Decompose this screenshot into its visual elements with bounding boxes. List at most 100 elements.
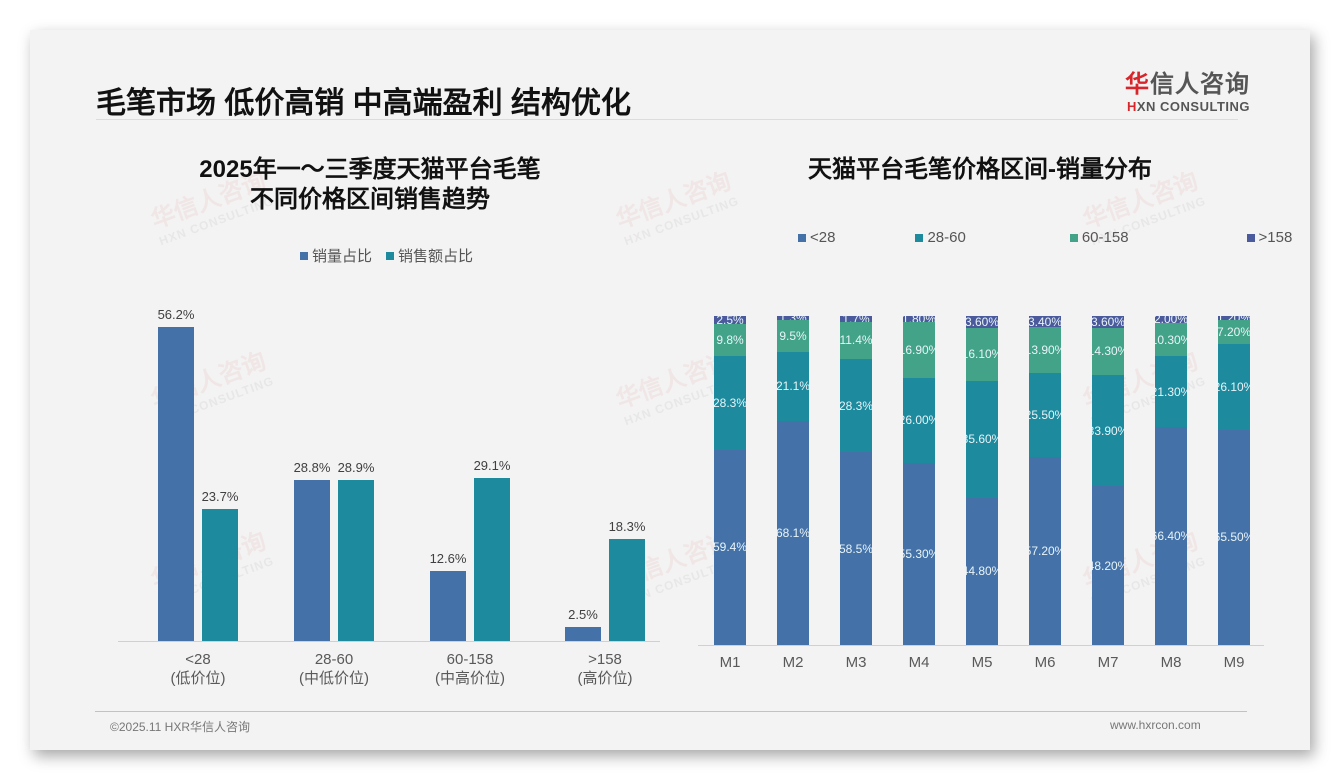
- data-label: 18.3%: [608, 518, 646, 534]
- data-label: 33.90%: [1092, 423, 1124, 438]
- data-label: 57.20%: [1029, 543, 1061, 558]
- category-label: M1: [719, 654, 741, 671]
- bar-segment: 3.60%: [1092, 316, 1124, 328]
- stacked-bar: 59.4% 28.3% 9.8% 2.5%: [714, 316, 746, 645]
- data-label: 48.20%: [1092, 558, 1124, 573]
- title-divider: [96, 119, 1238, 120]
- bar-segment: 48.20%: [1092, 486, 1124, 645]
- data-label: 14.30%: [1092, 344, 1124, 359]
- bar-segment: 65.50%: [1218, 429, 1250, 645]
- bar-segment: 16.90%: [903, 321, 935, 378]
- data-label: 21.30%: [1155, 384, 1187, 399]
- category-label: M8: [1160, 654, 1182, 671]
- data-label: 68.1%: [777, 525, 809, 540]
- stacked-bar: 48.20% 33.90% 14.30% 3.60%: [1092, 316, 1124, 645]
- bar-segment: 2.00%: [1155, 316, 1187, 323]
- category-label: M5: [971, 654, 993, 671]
- bar-segment: 11.4%: [840, 321, 872, 360]
- data-label: 3.40%: [1029, 316, 1061, 328]
- bar-segment: 44.80%: [966, 497, 998, 645]
- data-label: 3.60%: [966, 316, 998, 328]
- logo-cn-text: 信人咨询: [1150, 71, 1250, 98]
- right-chart-title: 天猫平台毛笔价格区间-销量分布: [808, 156, 1152, 183]
- bar-segment: 58.5%: [840, 452, 872, 645]
- bar-segment: 33.90%: [1092, 374, 1124, 487]
- bar-segment: 55.30%: [903, 463, 935, 645]
- data-label: 1.20%: [1218, 316, 1250, 320]
- data-label: 21.1%: [777, 379, 809, 394]
- data-label: 16.10%: [966, 347, 998, 362]
- bar: [338, 479, 374, 641]
- data-label: 2.00%: [1155, 316, 1187, 323]
- data-label: 26.00%: [903, 413, 935, 428]
- data-label: 9.8%: [716, 333, 744, 348]
- bar-segment: 35.60%: [966, 380, 998, 498]
- bar: [202, 508, 238, 641]
- category-label: <28 (低价位): [170, 651, 226, 687]
- data-label: 23.7%: [201, 488, 239, 504]
- legend-item: 28-60: [915, 229, 966, 246]
- stacked-bar: 58.5% 28.3% 11.4% 1.7%: [840, 316, 872, 645]
- data-label: 25.50%: [1029, 407, 1061, 422]
- right-chart-plot: 59.4% 28.3% 9.8% 2.5% 68.1% 21.1% 9.5% 1.3% 58.5…: [698, 316, 1264, 646]
- slide: 毛笔市场 低价高销 中高端盈利 结构优化 华信人咨询 HXN CONSULTIN…: [30, 30, 1310, 750]
- data-label: 1.80%: [903, 316, 935, 322]
- stacked-bar: 68.1% 21.1% 9.5% 1.3%: [777, 316, 809, 645]
- data-label: 2.5%: [568, 607, 598, 623]
- data-label: 9.5%: [779, 328, 807, 343]
- data-label: 1.7%: [842, 316, 869, 322]
- bar-segment: 59.4%: [714, 449, 746, 645]
- stacked-bar: 65.50% 26.10% 7.20% 1.20%: [1218, 316, 1250, 645]
- logo-cn-accent: 华: [1125, 71, 1150, 98]
- data-label: 28.9%: [337, 459, 375, 475]
- data-label: 13.90%: [1029, 343, 1061, 358]
- legend-item-sales-amount: 销售额占比: [386, 245, 473, 266]
- right-chart-legend: <28 28-60 60-158 >158: [798, 229, 1292, 246]
- bar: [430, 570, 466, 641]
- bar: [609, 538, 645, 641]
- bar-segment: 1.80%: [903, 316, 935, 322]
- category-label: >158 (高价位): [577, 651, 633, 687]
- bar: [474, 478, 510, 641]
- left-chart-title: 2025年一～三季度天猫平台毛笔 不同价格区间销售趋势: [199, 156, 541, 213]
- stacked-bar: 55.30% 26.00% 16.90% 1.80%: [903, 316, 935, 645]
- legend-swatch: [1069, 233, 1078, 242]
- bar-segment: 7.20%: [1218, 319, 1250, 344]
- data-label: 26.10%: [1218, 379, 1250, 394]
- bar-segment: 26.00%: [903, 377, 935, 464]
- bar-segment: 1.3%: [777, 316, 809, 321]
- x-axis: [698, 645, 1264, 646]
- category-label: 60-158 (中高价位): [435, 651, 505, 687]
- legend-swatch: [798, 233, 806, 242]
- legend-item: >158: [1246, 229, 1292, 246]
- legend-swatch: [1246, 233, 1255, 242]
- bar-segment: 9.8%: [714, 324, 746, 357]
- bar-segment: 10.30%: [1155, 322, 1187, 357]
- page-title: 毛笔市场 低价高销 中高端盈利 结构优化: [96, 87, 632, 120]
- bar-segment: 16.10%: [966, 327, 998, 381]
- data-label: 35.60%: [966, 432, 998, 447]
- bar-segment: 1.20%: [1218, 316, 1250, 320]
- data-label: 7.20%: [1218, 324, 1250, 339]
- bar-segment: 66.40%: [1155, 426, 1187, 645]
- data-label: 1.3%: [779, 316, 806, 320]
- stacked-bar: 44.80% 35.60% 16.10% 3.60%: [966, 316, 998, 645]
- data-label: 16.90%: [903, 342, 935, 357]
- legend-item: <28: [798, 229, 835, 246]
- data-label: 11.4%: [840, 333, 872, 348]
- bar-segment: 9.5%: [777, 320, 809, 352]
- logo-en-text: XN CONSULTING: [1136, 99, 1250, 114]
- left-chart-plot: 56.2% 23.7% 28.8% 28.9% 12.6% 29.1% 2.5% 18.3%: [118, 280, 660, 642]
- data-label: 55.30%: [903, 547, 935, 562]
- category-label: M7: [1097, 654, 1119, 671]
- legend-swatch: [386, 251, 395, 260]
- data-label: 2.5%: [716, 316, 744, 325]
- stacked-bar: 66.40% 21.30% 10.30% 2.00%: [1155, 316, 1187, 645]
- company-logo: 华信人咨询 HXN CONSULTING: [1110, 64, 1250, 114]
- data-label: 65.50%: [1218, 530, 1250, 545]
- category-label: M9: [1223, 654, 1245, 671]
- bar-segment: 26.10%: [1218, 343, 1250, 430]
- category-label: M3: [845, 654, 867, 671]
- footer-website: www.hxrcon.com: [1110, 718, 1201, 732]
- category-label: M6: [1034, 654, 1056, 671]
